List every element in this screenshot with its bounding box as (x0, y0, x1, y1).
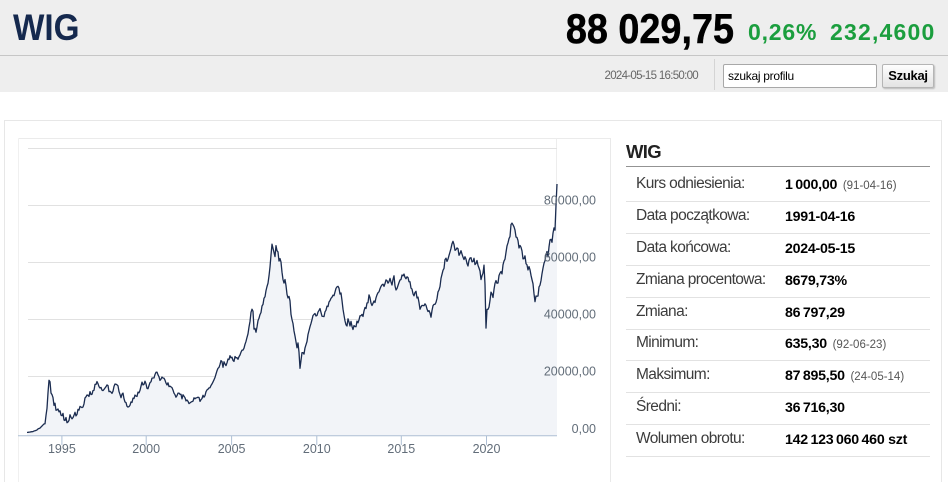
svg-text:80000,00: 80000,00 (544, 194, 596, 208)
svg-text:0,00: 0,00 (572, 422, 596, 436)
svg-text:1995: 1995 (48, 442, 76, 456)
svg-text:2015: 2015 (387, 442, 415, 456)
svg-text:40000,00: 40000,00 (544, 308, 596, 322)
svg-text:2005: 2005 (218, 442, 246, 456)
svg-text:20000,00: 20000,00 (544, 365, 596, 379)
svg-text:60000,00: 60000,00 (544, 251, 596, 265)
svg-text:2020: 2020 (473, 442, 501, 456)
svg-text:2010: 2010 (303, 442, 331, 456)
svg-text:2000: 2000 (132, 442, 160, 456)
